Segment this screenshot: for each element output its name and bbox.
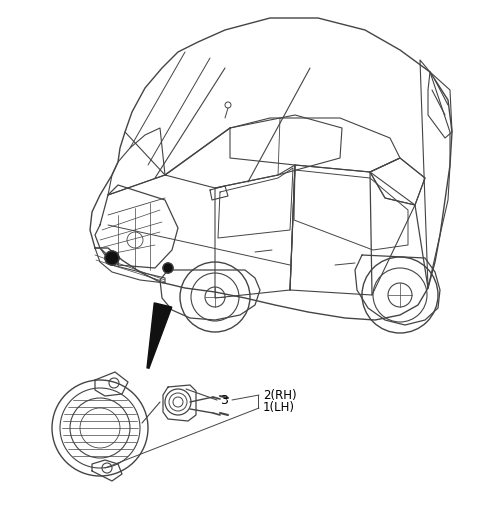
Text: 2(RH): 2(RH) <box>263 389 297 401</box>
Circle shape <box>163 263 173 273</box>
Text: 1(LH): 1(LH) <box>263 401 295 415</box>
Text: 3: 3 <box>220 394 228 407</box>
Circle shape <box>105 251 119 265</box>
Polygon shape <box>147 303 172 368</box>
